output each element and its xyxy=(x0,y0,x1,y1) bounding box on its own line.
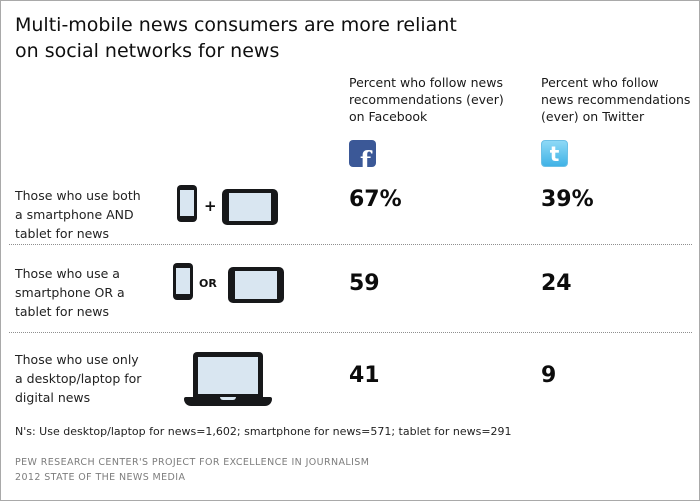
facebook-icon-letter: f xyxy=(359,147,371,167)
page-title: Multi-mobile news consumers are more rel… xyxy=(15,12,457,64)
facebook-value-row2: 59 xyxy=(349,271,380,296)
tablet-icon xyxy=(228,267,284,303)
laptop-icon xyxy=(193,352,263,397)
dotted-separator-2 xyxy=(9,332,692,333)
facebook-value-row1: 67% xyxy=(349,187,402,212)
tablet-icon xyxy=(222,189,278,225)
twitter-column-header: Percent who follow news recommendations … xyxy=(541,75,691,124)
sample-size-footnote: N's: Use desktop/laptop for news=1,602; … xyxy=(15,425,512,438)
source-line-1: PEW RESEARCH CENTER'S PROJECT FOR EXCELL… xyxy=(15,457,370,468)
dotted-separator-1 xyxy=(9,244,692,245)
facebook-value-row3: 41 xyxy=(349,363,380,388)
twitter-icon-letter: t xyxy=(549,142,560,166)
twitter-value-row3: 9 xyxy=(541,363,557,388)
twitter-value-row1: 39% xyxy=(541,187,594,212)
twitter-value-row2: 24 xyxy=(541,271,572,296)
row-label-both-devices: Those who use both a smartphone AND tabl… xyxy=(15,188,141,241)
row-label-either-device: Those who use a smartphone OR a tablet f… xyxy=(15,266,125,319)
smartphone-icon xyxy=(177,185,197,222)
plus-connector: + xyxy=(204,197,217,215)
smartphone-icon xyxy=(173,263,193,300)
title-line-1: Multi-mobile news consumers are more rel… xyxy=(15,14,457,36)
facebook-column-header: Percent who follow news recommendations … xyxy=(349,75,504,124)
title-line-2: on social networks for news xyxy=(15,40,280,63)
or-connector: OR xyxy=(199,277,217,290)
laptop-base xyxy=(184,397,272,406)
source-line-2: 2012 STATE OF THE NEWS MEDIA xyxy=(15,472,186,483)
row-label-desktop-only: Those who use only a desktop/laptop for … xyxy=(15,352,142,405)
facebook-icon: f xyxy=(349,140,376,167)
twitter-icon: t xyxy=(541,140,568,167)
